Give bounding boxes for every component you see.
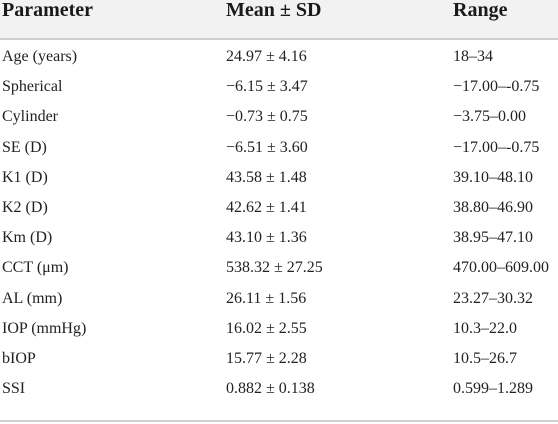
table-row: SSI 0.882 ± 0.138 0.599–1.289 [0, 379, 558, 409]
cell-mean-sd: 42.62 ± 1.41 [226, 198, 307, 216]
cell-range: 38.95–47.10 [453, 229, 533, 247]
table-bottom-divider [0, 420, 558, 422]
table-row: Km (D) 43.10 ± 1.36 38.95–47.10 [0, 228, 558, 258]
cell-parameter: K1 (D) [2, 168, 48, 186]
cell-mean-sd: 43.58 ± 1.48 [226, 168, 307, 186]
table-row: Spherical −6.15 ± 3.47 −17.00–-0.75 [0, 77, 558, 107]
cell-range: −17.00–-0.75 [453, 78, 540, 96]
cell-range: 10.5–26.7 [453, 349, 517, 367]
cell-mean-sd: 26.11 ± 1.56 [226, 289, 307, 307]
cell-range: 38.80–46.90 [453, 198, 533, 216]
table-row: Cylinder −0.73 ± 0.75 −3.75–0.00 [0, 107, 558, 137]
cell-parameter: IOP (mmHg) [2, 319, 87, 337]
cell-mean-sd: 0.882 ± 0.138 [226, 380, 315, 398]
table-body: Age (years) 24.97 ± 4.16 18–34 Spherical… [0, 47, 558, 409]
cell-parameter: K2 (D) [2, 198, 48, 216]
cell-parameter: Km (D) [2, 229, 53, 247]
cell-parameter: Age (years) [2, 48, 78, 65]
cell-range: 10.3–22.0 [453, 319, 517, 337]
cell-range: −17.00–-0.75 [453, 138, 540, 156]
cell-parameter: SSI [2, 380, 26, 398]
cell-range: 470.00–609.00 [453, 259, 549, 277]
table-row: AL (mm) 26.11 ± 1.56 23.27–30.32 [0, 289, 558, 319]
cell-mean-sd: 43.10 ± 1.36 [226, 229, 307, 247]
cell-parameter: SE (D) [2, 138, 47, 156]
cell-range: 39.10–48.10 [453, 168, 533, 186]
table-row: IOP (mmHg) 16.02 ± 2.55 10.3–22.0 [0, 319, 558, 349]
cell-mean-sd: −6.15 ± 3.47 [226, 78, 308, 96]
header-divider [0, 38, 558, 40]
table-row: K2 (D) 42.62 ± 1.41 38.80–46.90 [0, 198, 558, 228]
cell-mean-sd: −6.51 ± 3.60 [226, 138, 308, 156]
cell-mean-sd: −0.73 ± 0.75 [226, 108, 308, 126]
cell-parameter: Spherical [2, 78, 63, 96]
cell-parameter: bIOP [2, 349, 36, 367]
cell-range: 0.599–1.289 [453, 380, 533, 398]
table-row: CCT (μm) 538.32 ± 27.25 470.00–609.00 [0, 258, 558, 288]
cell-range: −3.75–0.00 [453, 108, 527, 126]
cell-mean-sd: 15.77 ± 2.28 [226, 349, 307, 367]
table-row: SE (D) −6.51 ± 3.60 −17.00–-0.75 [0, 138, 558, 168]
cell-parameter: Cylinder [2, 108, 58, 126]
cell-mean-sd: 24.97 ± 4.16 [226, 48, 307, 65]
cell-mean-sd: 16.02 ± 2.55 [226, 319, 307, 337]
cell-parameter: AL (mm) [2, 289, 63, 307]
cell-range: 18–34 [453, 48, 493, 65]
header-mean-sd: Mean ± SD [226, 0, 322, 21]
cell-range: 23.27–30.32 [453, 289, 533, 307]
cell-mean-sd: 538.32 ± 27.25 [226, 259, 323, 277]
cell-parameter: CCT (μm) [2, 259, 69, 277]
table-row: bIOP 15.77 ± 2.28 10.5–26.7 [0, 349, 558, 379]
table-header: Parameter Mean ± SD Range [0, 0, 558, 38]
table-row: K1 (D) 43.58 ± 1.48 39.10–48.10 [0, 168, 558, 198]
table-row: Age (years) 24.97 ± 4.16 18–34 [0, 47, 558, 77]
header-parameter: Parameter [2, 0, 94, 21]
header-range: Range [453, 0, 508, 21]
